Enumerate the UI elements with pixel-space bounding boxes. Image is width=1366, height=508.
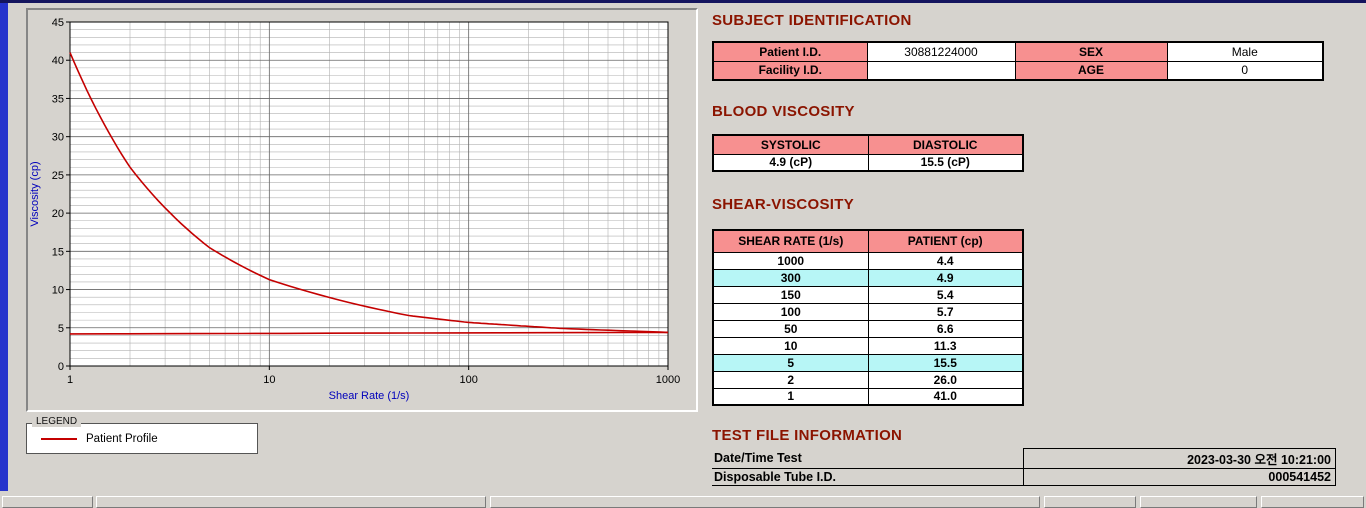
shear-rate-cell: 1 — [712, 387, 869, 406]
age-value: 0 — [1166, 60, 1324, 81]
shear-viscosity-heading: SHEAR-VISCOSITY — [712, 196, 855, 213]
svg-text:20: 20 — [52, 208, 64, 220]
svg-text:15: 15 — [52, 246, 64, 258]
shear-row: 50 6.6 — [712, 319, 1024, 338]
viscosity-cell: 5.4 — [867, 285, 1024, 304]
viscosity-cell: 26.0 — [867, 370, 1024, 389]
table-row: Facility I.D. AGE 0 — [712, 60, 1324, 81]
viscosity-chart-panel: 0 5 10 15 20 25 30 35 40 45 1 10 100 1000 Shear Rate (… — [26, 8, 698, 412]
series-baseline — [69, 331, 669, 335]
legend-line-swatch — [41, 437, 77, 440]
shear-row: 300 4.9 — [712, 268, 1024, 287]
svg-text:Shear Rate (1/s): Shear Rate (1/s) — [329, 390, 410, 402]
svg-text:40: 40 — [52, 55, 64, 67]
subject-table: Patient I.D. 30881224000 SEX Male Facili… — [712, 41, 1324, 81]
blood-viscosity-heading: BLOOD VISCOSITY — [712, 103, 855, 120]
diastolic-header: DIASTOLIC — [867, 134, 1024, 155]
svg-text:25: 25 — [52, 170, 64, 182]
patient-column-header: PATIENT (cp) — [867, 229, 1024, 253]
table-row: Date/Time Test 2023-03-30 오전 10:21:00 — [712, 448, 1336, 469]
date-time-label: Date/Time Test — [712, 448, 1024, 469]
taskbar-button-1[interactable] — [2, 496, 93, 508]
systolic-value: 4.9 (cP) — [712, 153, 869, 172]
table-row: SYSTOLIC DIASTOLIC — [712, 134, 1024, 155]
svg-text:45: 45 — [52, 17, 64, 29]
svg-text:100: 100 — [459, 374, 477, 386]
shear-row: 1000 4.4 — [712, 251, 1024, 270]
svg-text:35: 35 — [52, 93, 64, 105]
window-top-edge — [0, 0, 1366, 3]
shear-row: 5 15.5 — [712, 353, 1024, 372]
shear-rate-cell: 10 — [712, 336, 869, 355]
shear-row: 1 41.0 — [712, 387, 1024, 406]
svg-text:10: 10 — [263, 374, 275, 386]
shear-viscosity-table: SHEAR RATE (1/s) PATIENT (cp) 1000 4.4 3… — [712, 229, 1024, 406]
tube-id-label: Disposable Tube I.D. — [712, 468, 1024, 486]
table-row: 4.9 (cP) 15.5 (cP) — [712, 153, 1024, 172]
table-row: SHEAR RATE (1/s) PATIENT (cp) — [712, 229, 1024, 253]
viscosity-cell: 5.7 — [867, 302, 1024, 321]
viscosity-cell: 4.4 — [867, 251, 1024, 270]
viscosity-cell: 6.6 — [867, 319, 1024, 338]
diastolic-value: 15.5 (cP) — [867, 153, 1024, 172]
test-file-table: Date/Time Test 2023-03-30 오전 10:21:00 Di… — [712, 448, 1336, 486]
systolic-header: SYSTOLIC — [712, 134, 869, 155]
report-panel: SUBJECT IDENTIFICATION Patient I.D. 3088… — [710, 0, 1362, 508]
shear-row: 100 5.7 — [712, 302, 1024, 321]
svg-text:30: 30 — [52, 132, 64, 144]
viscosity-cell: 11.3 — [867, 336, 1024, 355]
viscosity-cell: 4.9 — [867, 268, 1024, 287]
legend-entry-label: Patient Profile — [86, 432, 158, 445]
sex-value: Male — [1166, 41, 1324, 62]
age-label: AGE — [1014, 60, 1168, 81]
svg-text:0: 0 — [58, 361, 64, 373]
shear-rate-cell: 2 — [712, 370, 869, 389]
facility-id-label: Facility I.D. — [712, 60, 868, 81]
svg-text:Viscosity (cp): Viscosity (cp) — [29, 161, 41, 226]
taskbar-button-3[interactable] — [490, 496, 1040, 508]
shear-row: 150 5.4 — [712, 285, 1024, 304]
table-row: Patient I.D. 30881224000 SEX Male — [712, 41, 1324, 62]
taskbar-button-2[interactable] — [96, 496, 486, 508]
legend-box: LEGEND Patient Profile — [26, 416, 258, 454]
shear-rate-cell: 100 — [712, 302, 869, 321]
patient-id-value: 30881224000 — [866, 41, 1016, 62]
taskbar-button-5[interactable] — [1140, 496, 1257, 508]
taskbar-button-4[interactable] — [1044, 496, 1136, 508]
shear-rate-cell: 5 — [712, 353, 869, 372]
date-time-value: 2023-03-30 오전 10:21:00 — [1023, 448, 1336, 469]
taskbar-button-6[interactable] — [1261, 496, 1364, 508]
shear-rate-cell: 50 — [712, 319, 869, 338]
series-patient-profile — [69, 52, 669, 334]
test-file-information-heading: TEST FILE INFORMATION — [712, 427, 903, 444]
svg-text:1000: 1000 — [656, 374, 680, 386]
legend-entry: Patient Profile — [27, 424, 257, 453]
svg-text:10: 10 — [52, 285, 64, 297]
tube-id-value: 000541452 — [1023, 468, 1336, 486]
facility-id-value — [866, 60, 1016, 81]
table-row: Disposable Tube I.D. 000541452 — [712, 468, 1336, 486]
shear-rate-column-header: SHEAR RATE (1/s) — [712, 229, 869, 253]
shear-row: 2 26.0 — [712, 370, 1024, 389]
viscosity-cell: 15.5 — [867, 353, 1024, 372]
svg-text:5: 5 — [58, 323, 64, 335]
shear-row: 10 11.3 — [712, 336, 1024, 355]
blood-viscosity-table: SYSTOLIC DIASTOLIC 4.9 (cP) 15.5 (cP) — [712, 134, 1024, 172]
legend-title: LEGEND — [32, 416, 82, 427]
viscosity-chart: 0 5 10 15 20 25 30 35 40 45 1 10 100 1000 Shear Rate (… — [29, 17, 680, 402]
subject-identification-heading: SUBJECT IDENTIFICATION — [712, 12, 912, 29]
sex-label: SEX — [1014, 41, 1168, 62]
shear-rate-cell: 150 — [712, 285, 869, 304]
patient-id-label: Patient I.D. — [712, 41, 868, 62]
shear-rate-cell: 1000 — [712, 251, 869, 270]
shear-rate-cell: 300 — [712, 268, 869, 287]
svg-text:1: 1 — [67, 374, 73, 386]
left-accent-strip — [0, 3, 8, 491]
viscosity-cell: 41.0 — [867, 387, 1024, 406]
